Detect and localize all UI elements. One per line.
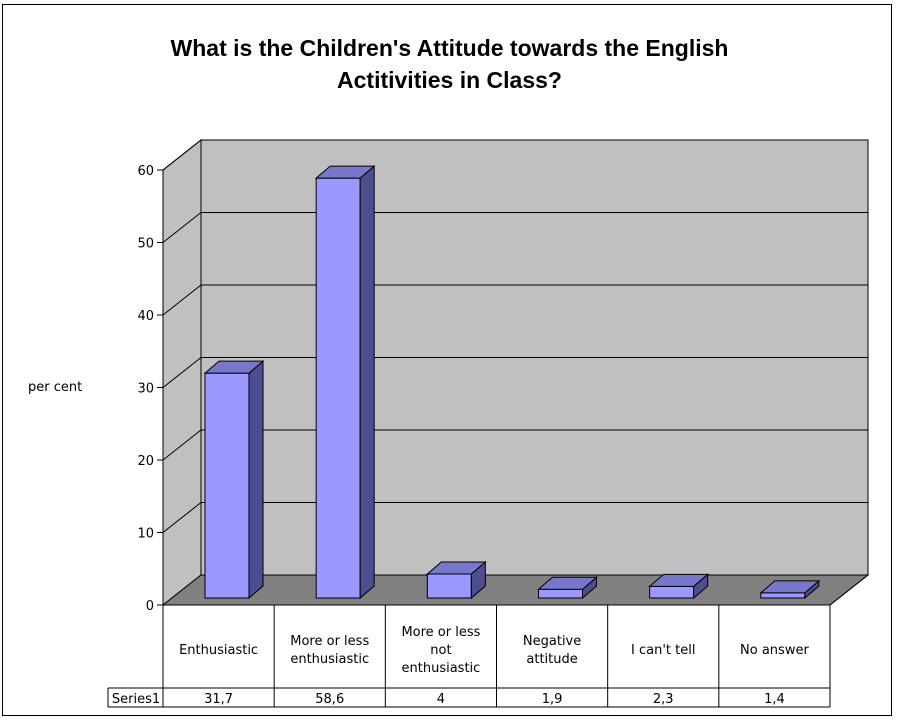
- category-label: More or less: [290, 634, 369, 649]
- y-tick-label: 40: [137, 309, 154, 324]
- bar: [760, 592, 806, 599]
- y-axis-label: per cent: [28, 380, 83, 395]
- y-tick-label: 60: [137, 164, 154, 179]
- chart-title-line-2: Actitivities in Class?: [337, 67, 562, 93]
- y-tick-label: 30: [137, 382, 154, 397]
- y-tick-label: 20: [137, 454, 154, 469]
- chart-title-line-1: What is the Children's Attitude towards …: [170, 35, 729, 61]
- bar-top: [314, 165, 376, 179]
- data-label: 31,7: [204, 692, 233, 707]
- bar-top: [203, 360, 265, 374]
- category-label: Enthusiastic: [179, 643, 258, 658]
- y-tick-label: 10: [137, 527, 154, 542]
- bar-side: [359, 165, 375, 600]
- category-label: No answer: [740, 643, 809, 658]
- series-name: Series1: [112, 692, 160, 707]
- bar: [315, 177, 361, 599]
- data-label: 2,3: [653, 692, 674, 707]
- floor-edge: [829, 574, 869, 606]
- bar: [426, 573, 472, 599]
- category-label: More or less: [401, 625, 480, 640]
- gridline: [162, 212, 868, 243]
- chart-title: What is the Children's Attitude towards …: [0, 32, 899, 96]
- gridline: [162, 139, 868, 171]
- data-label: 1,9: [542, 692, 563, 707]
- bar: [649, 585, 695, 599]
- gridline: [162, 357, 868, 388]
- category-label: enthusiastic: [402, 661, 481, 676]
- data-label: 1,4: [764, 692, 785, 707]
- category-label: attitude: [526, 652, 577, 667]
- bar-top: [537, 576, 598, 590]
- gridline: [162, 429, 868, 461]
- floor: [161, 574, 870, 606]
- bar-top: [425, 561, 487, 575]
- bar: [538, 588, 583, 599]
- y-tick-label: 0: [146, 599, 154, 614]
- data-label: 58,6: [315, 692, 344, 707]
- category-label: enthusiastic: [290, 652, 369, 667]
- category-label: Negative: [523, 634, 581, 649]
- gridline: [162, 284, 868, 316]
- category-label: I can't tell: [631, 643, 695, 658]
- gridline: [162, 502, 868, 533]
- bar-top: [759, 580, 821, 594]
- data-label: 4: [437, 692, 445, 707]
- bar-side: [248, 360, 264, 600]
- bar-top: [648, 573, 710, 587]
- category-label: not: [430, 643, 451, 658]
- y-tick-label: 50: [137, 237, 154, 252]
- bar: [204, 372, 250, 599]
